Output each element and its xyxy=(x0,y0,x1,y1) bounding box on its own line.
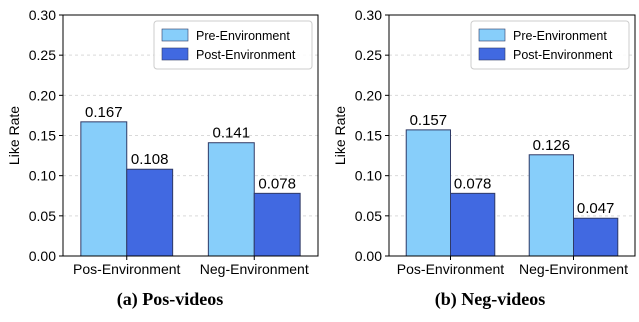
chart-panel-b: 0.00 0.05 0.10 0.15 0.20 0.25 0.30 0.157 0.078 Po… xyxy=(332,7,636,310)
legend: Pre-Environment Post-Environment xyxy=(470,20,630,70)
bar-pre-environment-pos-environment xyxy=(80,121,128,257)
y-tick-label: 0.30 xyxy=(355,7,382,23)
y-tick-label: 0.30 xyxy=(29,7,56,23)
plot-frame xyxy=(388,14,636,257)
bar-post-environment-pos-environment xyxy=(450,192,496,257)
x-tick-label: Neg-Environment xyxy=(200,261,309,277)
y-tick-label: 0.05 xyxy=(29,208,56,224)
y-axis-label: Like Rate xyxy=(332,106,348,165)
bar-pre-environment-neg-environment xyxy=(207,142,255,257)
y-tick-label: 0.25 xyxy=(29,47,56,63)
data-label: 0.167 xyxy=(85,104,123,121)
legend: Pre-Environment Post-Environment xyxy=(153,20,313,70)
legend-swatch xyxy=(478,28,506,42)
y-tick-label: 0.00 xyxy=(29,248,56,264)
legend-label: Post-Environment xyxy=(196,48,296,62)
y-tick-label: 0.10 xyxy=(29,168,56,184)
legend-swatch xyxy=(478,47,506,61)
y-tick-label: 0.20 xyxy=(29,87,56,103)
legend-box xyxy=(153,20,313,70)
bar-post-environment-neg-environment xyxy=(573,217,619,257)
y-tick-label: 0.10 xyxy=(355,168,382,184)
legend-swatch xyxy=(161,28,189,42)
legend-label: Pre-Environment xyxy=(196,29,290,43)
legend-label: Pre-Environment xyxy=(513,29,607,43)
plot-frame xyxy=(62,14,319,257)
figure-caption: (b) Neg-videos xyxy=(435,289,546,310)
legend-label: Post-Environment xyxy=(513,48,613,62)
y-tick-label: 0.15 xyxy=(355,128,382,144)
bar-pre-environment-pos-environment xyxy=(405,129,451,257)
data-label: 0.078 xyxy=(454,175,492,192)
y-tick-label: 0.25 xyxy=(355,47,382,63)
y-tick-label: 0.05 xyxy=(355,208,382,224)
y-tick-label: 0.00 xyxy=(355,248,382,264)
data-label: 0.141 xyxy=(213,125,251,142)
bar-post-environment-pos-environment xyxy=(126,168,174,257)
data-label: 0.126 xyxy=(533,137,571,154)
bar-post-environment-neg-environment xyxy=(253,192,301,257)
x-tick-label: Neg-Environment xyxy=(519,261,628,277)
figure-caption: (a) Pos-videos xyxy=(117,289,224,310)
chart-panel-a: 0.00 0.05 0.10 0.15 0.20 0.25 0.30 0.167 0.108 Po… xyxy=(6,7,319,310)
legend-swatch xyxy=(161,47,189,61)
data-label: 0.157 xyxy=(410,112,448,129)
data-label: 0.047 xyxy=(577,200,615,217)
x-tick-label: Pos-Environment xyxy=(397,261,504,277)
legend-box xyxy=(470,20,630,70)
y-axis-label: Like Rate xyxy=(6,106,22,165)
y-tick-label: 0.15 xyxy=(29,128,56,144)
data-label: 0.078 xyxy=(258,175,296,192)
bar-pre-environment-neg-environment xyxy=(528,154,574,257)
y-tick-label: 0.20 xyxy=(355,87,382,103)
x-tick-label: Pos-Environment xyxy=(73,261,180,277)
data-label: 0.108 xyxy=(131,151,169,168)
